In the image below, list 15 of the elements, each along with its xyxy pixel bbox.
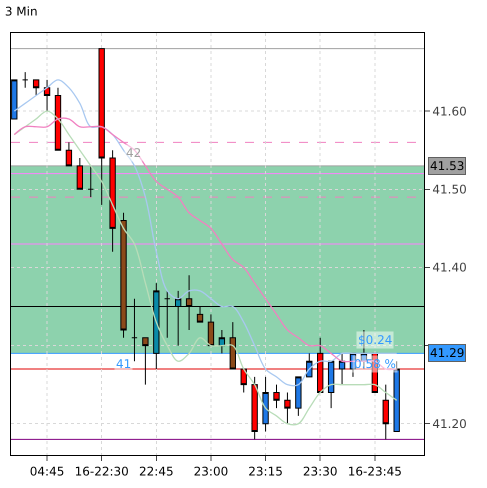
y-tick-label: 41.20 (432, 416, 467, 431)
ref-line-label: 41.29 (430, 346, 464, 360)
x-tick-label: 16-22:30 (74, 464, 129, 478)
ref-line-label: 41.53 (430, 159, 464, 173)
x-tick-label: 23:30 (302, 464, 338, 478)
x-tick-label: 23:00 (194, 464, 228, 478)
chart-title: 3 Min (4, 4, 38, 19)
x-tick-label: 16-23:45 (348, 464, 402, 478)
x-tick-label: 22:45 (139, 464, 174, 478)
y-tick-label: 41.60 (432, 104, 467, 118)
y-tick-label: 41.40 (432, 260, 467, 275)
x-tick-label: 23:15 (248, 464, 283, 478)
y-tick-label: 41.50 (432, 182, 467, 196)
annotation: 41 (116, 357, 132, 371)
x-tick-label: 04:45 (30, 464, 64, 478)
